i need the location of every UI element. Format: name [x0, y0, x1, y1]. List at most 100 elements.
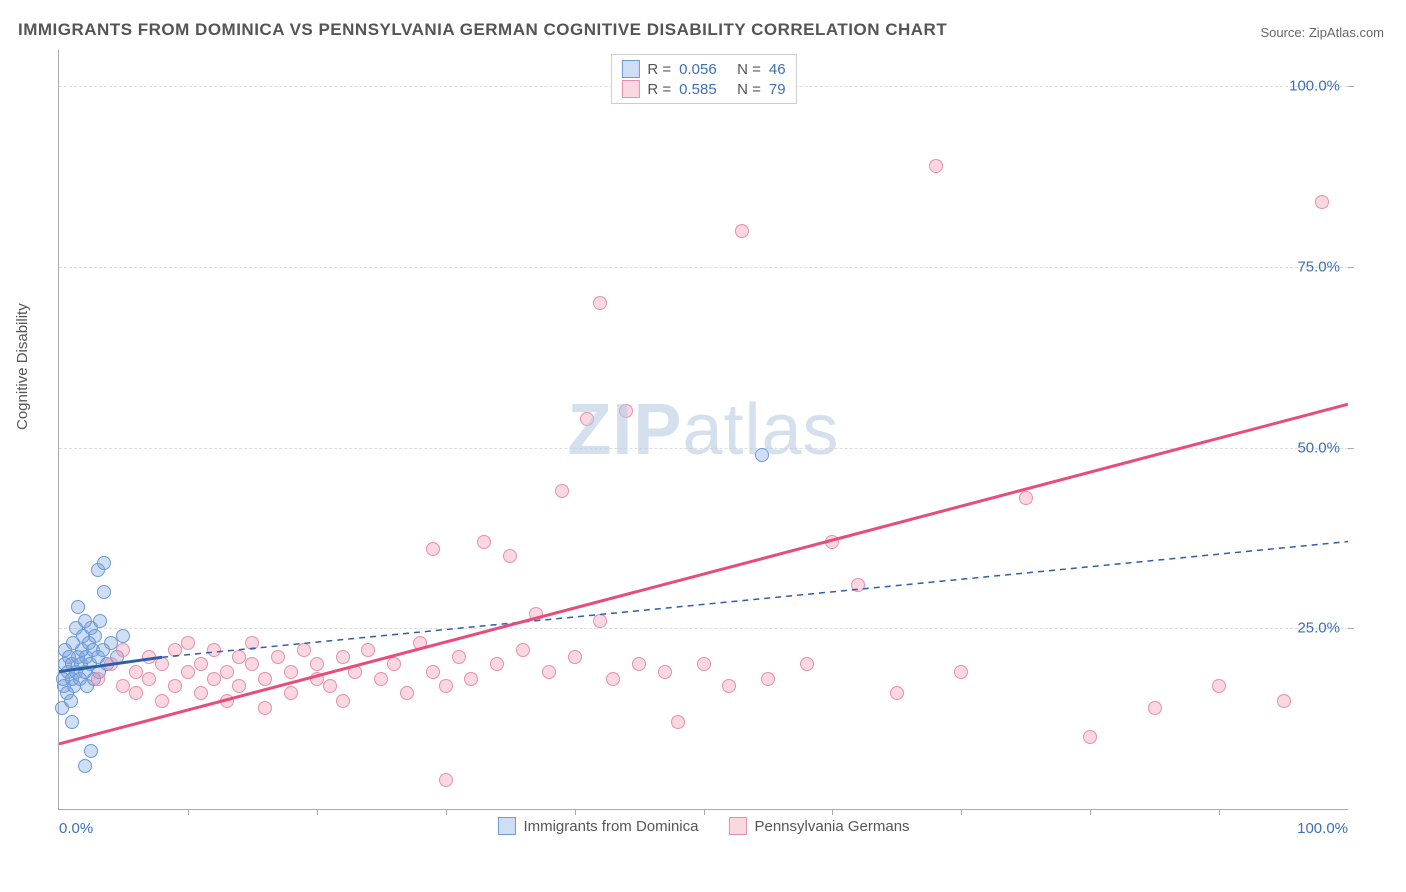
data-point-pa_german	[232, 679, 246, 693]
data-point-pa_german	[426, 542, 440, 556]
data-point-pa_german	[142, 650, 156, 664]
data-point-pa_german	[606, 672, 620, 686]
data-point-pa_german	[207, 672, 221, 686]
data-point-pa_german	[194, 686, 208, 700]
data-point-pa_german	[658, 665, 672, 679]
data-point-pa_german	[297, 643, 311, 657]
legend-r-label: R =	[647, 61, 671, 78]
data-point-pa_german	[555, 484, 569, 498]
data-point-pa_german	[413, 636, 427, 650]
data-point-dominica	[57, 679, 71, 693]
data-point-pa_german	[890, 686, 904, 700]
data-point-pa_german	[168, 643, 182, 657]
data-point-pa_german	[593, 296, 607, 310]
data-point-dominica	[78, 759, 92, 773]
data-point-pa_german	[194, 657, 208, 671]
data-point-pa_german	[722, 679, 736, 693]
legend-swatch	[497, 817, 515, 835]
data-point-pa_german	[400, 686, 414, 700]
data-point-pa_german	[619, 404, 633, 418]
data-point-pa_german	[258, 672, 272, 686]
data-point-pa_german	[181, 636, 195, 650]
x-tick-mark	[317, 809, 318, 815]
y-tick-label: 100.0%	[1289, 78, 1340, 95]
data-point-pa_german	[374, 672, 388, 686]
data-point-dominica	[84, 744, 98, 758]
data-point-pa_german	[129, 686, 143, 700]
y-tick-mark	[1348, 86, 1354, 87]
legend-n-value: 46	[769, 61, 786, 78]
legend-n-label: N =	[737, 61, 761, 78]
legend-swatch	[728, 817, 746, 835]
data-point-pa_german	[1148, 701, 1162, 715]
data-point-pa_german	[284, 686, 298, 700]
data-point-pa_german	[735, 224, 749, 238]
data-point-pa_german	[593, 614, 607, 628]
data-point-pa_german	[632, 657, 646, 671]
x-tick-mark	[961, 809, 962, 815]
data-point-pa_german	[697, 657, 711, 671]
x-tick-mark	[446, 809, 447, 815]
data-point-pa_german	[580, 412, 594, 426]
data-point-pa_german	[851, 578, 865, 592]
data-point-pa_german	[1019, 491, 1033, 505]
legend-stat-row: R = 0.056 N = 46	[621, 59, 785, 79]
data-point-dominica	[71, 600, 85, 614]
data-point-dominica	[116, 629, 130, 643]
data-point-pa_german	[761, 672, 775, 686]
data-point-pa_german	[116, 679, 130, 693]
data-point-pa_german	[310, 672, 324, 686]
x-tick-mark	[1090, 809, 1091, 815]
plot-area: ZIPatlas R =0.056N =46R =0.585N =79 Immi…	[58, 50, 1348, 810]
data-point-pa_german	[271, 650, 285, 664]
legend-r-value: 0.056	[679, 61, 729, 78]
data-point-pa_german	[348, 665, 362, 679]
chart-title: IMMIGRANTS FROM DOMINICA VS PENNSYLVANIA…	[18, 20, 947, 40]
data-point-dominica	[64, 694, 78, 708]
data-point-pa_german	[361, 643, 375, 657]
y-axis-label: Cognitive Disability	[14, 303, 31, 430]
trend-lines	[59, 50, 1348, 809]
gridline	[59, 267, 1348, 268]
x-tick-mark	[575, 809, 576, 815]
data-point-pa_german	[954, 665, 968, 679]
data-point-pa_german	[155, 657, 169, 671]
legend-label: Immigrants from Dominica	[523, 818, 698, 835]
data-point-dominica	[65, 715, 79, 729]
legend-swatch	[621, 60, 639, 78]
data-point-pa_german	[529, 607, 543, 621]
data-point-pa_german	[220, 694, 234, 708]
source-attribution: Source: ZipAtlas.com	[1260, 25, 1384, 40]
x-tick-label: 100.0%	[1297, 820, 1348, 837]
data-point-pa_german	[1277, 694, 1291, 708]
data-point-dominica	[97, 585, 111, 599]
legend-r-label: R =	[647, 81, 671, 98]
data-point-pa_german	[245, 657, 259, 671]
data-point-pa_german	[91, 672, 105, 686]
y-tick-mark	[1348, 448, 1354, 449]
y-tick-label: 75.0%	[1297, 258, 1340, 275]
x-tick-mark	[704, 809, 705, 815]
data-point-pa_german	[800, 657, 814, 671]
data-point-pa_german	[1212, 679, 1226, 693]
data-point-pa_german	[142, 672, 156, 686]
data-point-pa_german	[452, 650, 466, 664]
data-point-pa_german	[116, 643, 130, 657]
data-point-dominica	[755, 448, 769, 462]
data-point-pa_german	[220, 665, 234, 679]
data-point-pa_german	[181, 665, 195, 679]
legend-stat-row: R =0.585N =79	[621, 79, 785, 99]
data-point-pa_german	[284, 665, 298, 679]
data-point-pa_german	[671, 715, 685, 729]
data-point-dominica	[97, 556, 111, 570]
data-point-pa_german	[232, 650, 246, 664]
data-point-pa_german	[490, 657, 504, 671]
y-tick-label: 25.0%	[1297, 620, 1340, 637]
y-tick-mark	[1348, 267, 1354, 268]
data-point-pa_german	[477, 535, 491, 549]
x-tick-label: 0.0%	[59, 820, 93, 837]
y-tick-label: 50.0%	[1297, 439, 1340, 456]
chart-container: IMMIGRANTS FROM DOMINICA VS PENNSYLVANIA…	[0, 0, 1406, 892]
x-tick-mark	[1219, 809, 1220, 815]
data-point-pa_german	[336, 694, 350, 708]
